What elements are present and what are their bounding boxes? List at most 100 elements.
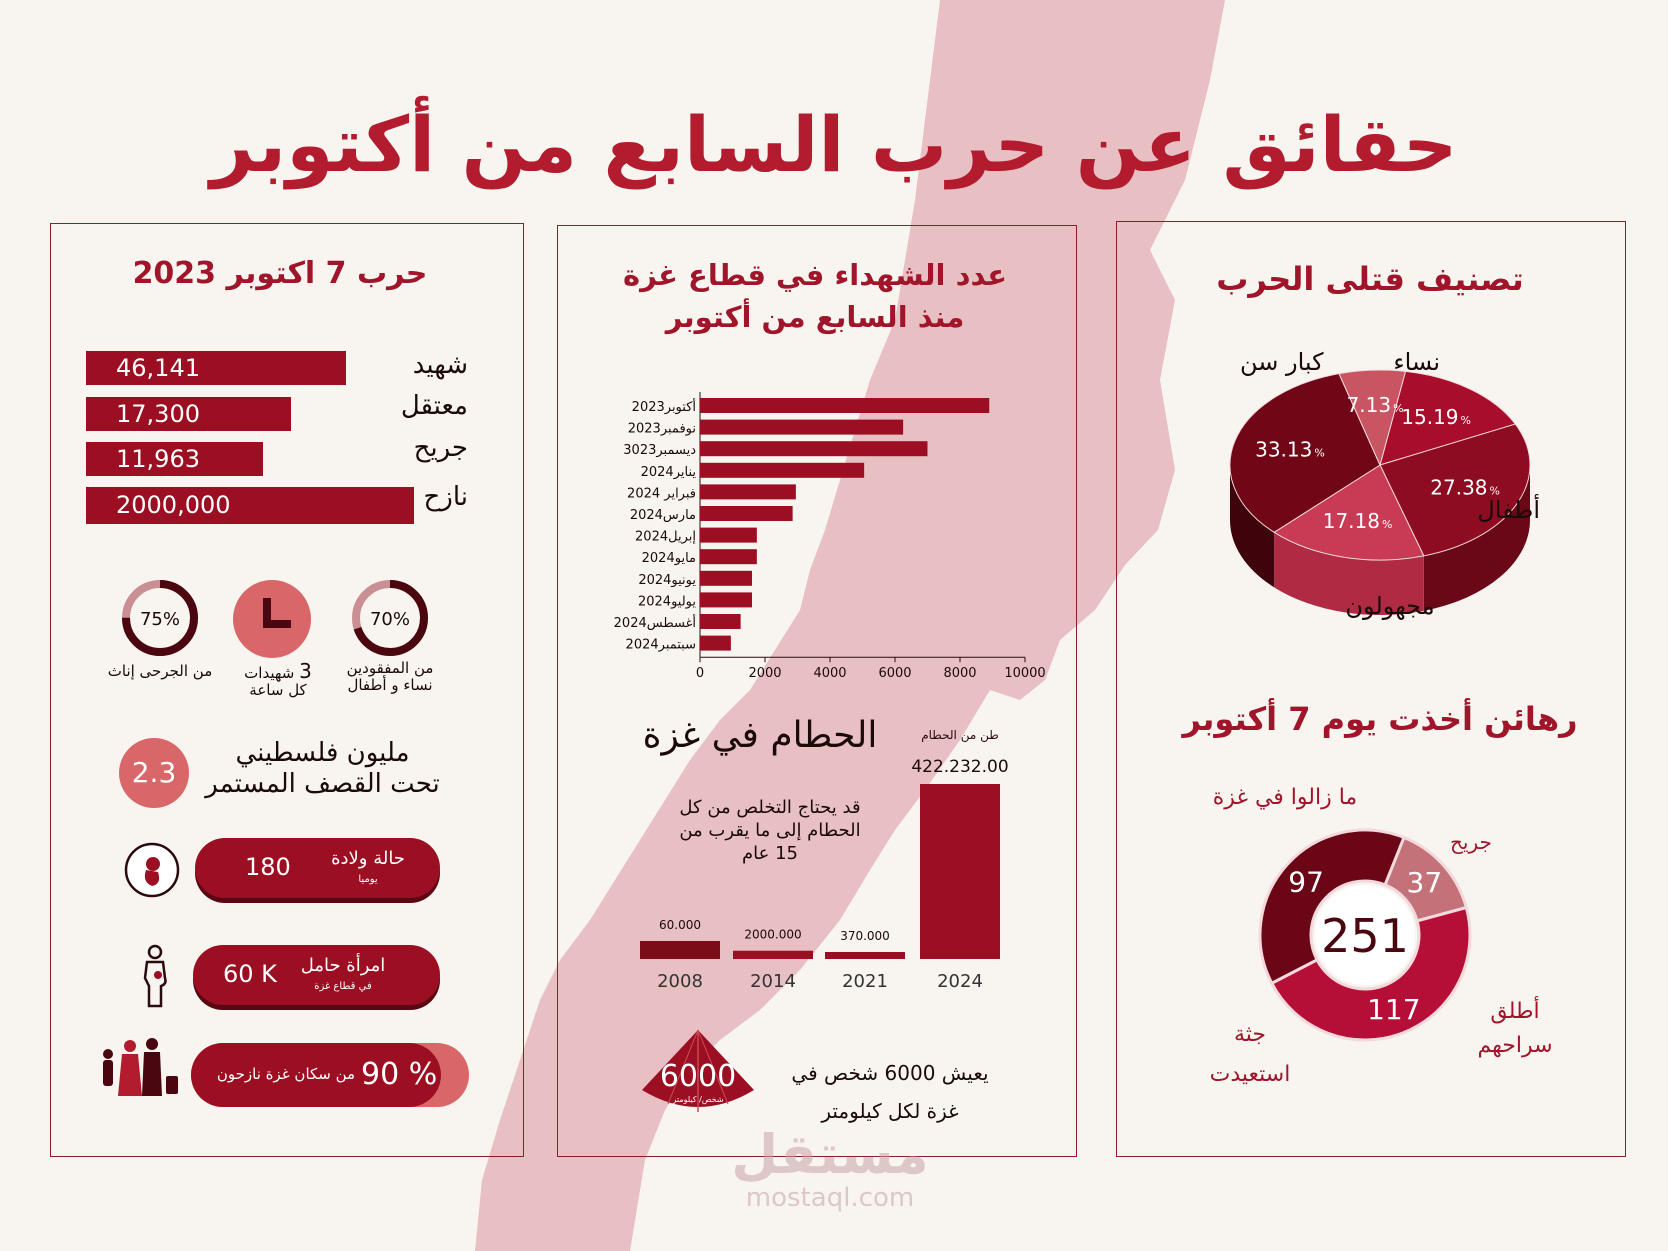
people-circle: 2.3 [119,738,189,808]
martyrs-panel [557,225,1077,1157]
rubble-note-3: 15 عام [742,843,798,864]
pie-category-1: أطفال [1477,494,1540,524]
rubble-bar-2008 [640,941,720,959]
left-panel-title: حرب 7 اكتوبر 2023 [132,256,428,291]
x-tick-label-3: 6000 [878,666,911,680]
rubble-bar-2021 [825,952,905,959]
hostage-label-injured: جريح [1450,830,1492,854]
bar-label-4: فبراير 2024 [627,486,696,501]
stat-label-injured: جريح [413,433,468,463]
bar-11 [700,635,731,651]
monthly-martyrs-chart: أكتوبر2023 نوفمبر2023 ديسمبر3023 يناير2024 ف… [614,392,1046,680]
bar-label-3: يناير2024 [641,465,697,480]
hostages-donut-chart: 37 117 97 251 [1258,828,1472,1042]
stat-label-displaced: نازح [423,482,469,512]
ring-injured-women-caption: من الجرحى إناث [107,662,213,680]
middle-panel-title: عدد الشهداء في قطاع غزة منذ السابع من أك… [590,254,1040,338]
clock-caption-1: شهيدات [244,664,295,682]
clock-caption-2: كل ساعة [249,681,307,699]
pregnant-pill: 60 K امرأة حامل في قطاع غزة [193,945,440,1005]
stat-label-martyrs: شهيد [412,350,468,380]
bar-label-0: أكتوبر2023 [632,398,696,415]
rubble-value-2008: 60.000 [659,918,701,932]
watermark: مستقل mostaql.com [700,1123,960,1212]
donut-value-0: 37 [1407,866,1443,899]
clock-number: 3 [299,659,312,683]
hostage-label-bodies-1: جثة [1233,1022,1267,1047]
bar-3 [700,462,865,478]
hostage-label-released-2: سراحهم [1477,1033,1553,1058]
stat-label-detainees: معتقل [400,391,468,421]
pie-slice-4 [1338,369,1407,467]
donut-value-1: 117 [1367,993,1420,1026]
bar-label-8: يونيو2024 [638,573,696,588]
rubble-value-2021: 370.000 [840,929,890,943]
stat-bar-detainees: 17,300 [86,397,291,431]
middle-title-line-2: منذ السابع من أكتوبر [665,300,965,334]
births-value: 180 [245,853,291,881]
watermark-line-1: مستقل [731,1123,929,1186]
bar-label-7: مايو2024 [642,551,696,566]
x-tick-label-1: 2000 [748,666,781,680]
displaced-pill: 90 % من سكان غزة نازحون [191,1043,442,1107]
bar-label-11: سبتمبر2024 [626,638,696,653]
rubble-note-2: الحطام إلى ما يقرب من [679,820,861,841]
ring-missing-value: 70% [370,609,410,630]
pie-slice-3 [1229,373,1381,533]
stat-bar-martyrs: 46,141 [86,351,346,385]
rubble-bar-2014 [733,950,813,959]
ring-missing-caption: من المفقودين نساء و أطفال [335,660,445,694]
rubble-unit: طن من الحطام [921,728,999,742]
pie-slice-2 [1273,464,1425,561]
ring-missing-caption-1: من المفقودين [346,659,434,677]
pie-percent-2: % [1382,518,1392,531]
bar-7 [700,549,757,565]
donut-center [1315,885,1415,985]
x-tick-label-0: 0 [696,666,704,680]
pregnant-sub: في قطاع غزة [314,981,372,992]
casualties-panel [1116,221,1626,1157]
people-text: مليون فلسطيني تحت القصف المستمر [195,738,450,800]
hostage-label-released-1: أطلق [1490,999,1540,1024]
donut-segment-3 [1258,828,1406,986]
hostages-title: رهائن أخذت يوم 7 أكتوبر [1182,700,1578,738]
people-value: 2.3 [131,756,177,789]
pie-category-2: مجهولون [1345,592,1434,620]
pregnant-label: امرأة حامل [300,955,386,976]
pie-category-0: نساء [1393,348,1440,376]
bar-8 [700,570,752,586]
bar-2 [700,441,928,457]
clock-icon [233,580,311,658]
pie-slice-0 [1379,370,1517,466]
displaced-label: من سكان غزة نازحون [216,1065,356,1083]
map-shape [475,0,1225,1251]
bar-label-5: مارس2024 [630,508,696,523]
rubble-year-2021: 2021 [842,971,888,992]
hostage-label-bodies-2: استعيدت [1209,1062,1291,1087]
bar-label-10: أغسطس2024 [614,614,696,631]
bar-label-2: ديسمبر3023 [623,443,696,458]
pie-percent-0: % [1461,414,1471,427]
bar-0 [700,398,990,413]
bar-9 [700,592,752,608]
pie-side-2-0 [1274,532,1424,615]
density-value: 6000 [660,1059,736,1094]
pie-percent-4: % [1393,402,1403,415]
pregnant-woman-icon [143,944,167,1008]
rubble-year-2014: 2014 [750,971,796,992]
ring-injured-women-value: 75% [140,609,180,630]
ring-injured-women: 75% [122,580,198,656]
displaced-value: 90 % [361,1057,438,1092]
births-label: حالة ولادة [331,848,405,869]
bar-6 [700,527,757,543]
rubble-value-2024: 422.232.00 [911,757,1008,777]
people-line-2: تحت القصف المستمر [205,769,440,799]
rubble-note-1: قد يحتاج التخلص من كل [679,797,861,818]
density-text: يعيش 6000 شخص في غزة لكل كيلومتر [775,1054,1005,1130]
births-sub: يوميا [358,874,378,885]
pie-slice-1 [1379,423,1531,557]
bar-1 [700,419,904,435]
births-pill: 180 حالة ولادة يوميا [195,838,440,898]
density-unit: شخص/ كيلومتر [671,1095,723,1104]
